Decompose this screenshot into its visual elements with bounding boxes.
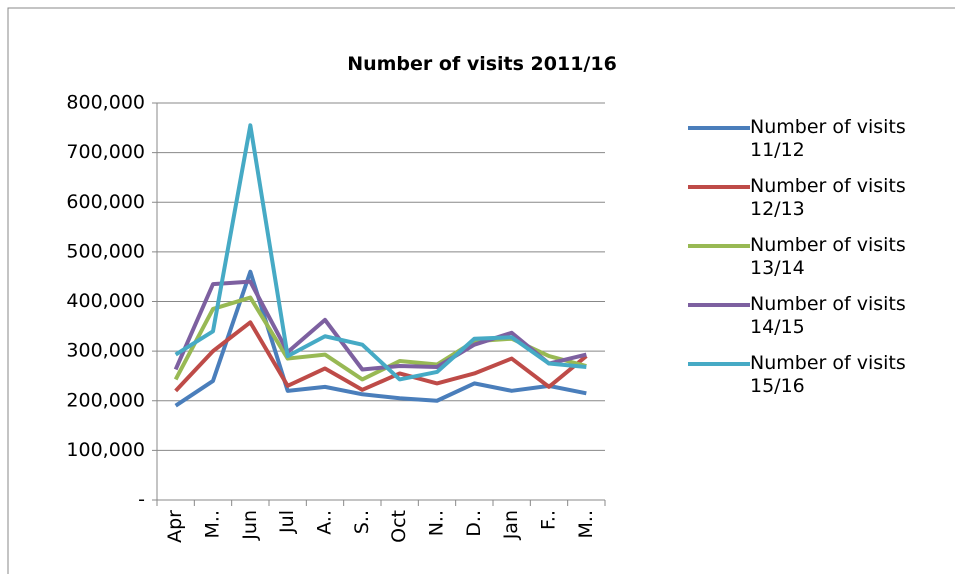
legend-entry: Number of visits 13/14: [688, 234, 948, 293]
legend-swatch: [688, 362, 750, 366]
x-tick-label: Jun: [239, 510, 261, 541]
legend-label: Number of visits 15/16: [750, 352, 906, 397]
y-tick-label: 600,000: [66, 191, 145, 213]
x-tick-label: F..: [538, 510, 560, 530]
y-tick-label: 200,000: [66, 389, 145, 411]
legend-swatch: [688, 126, 750, 130]
x-tick-label: M..: [575, 510, 597, 538]
series-line: [174, 320, 588, 393]
x-tick-label: Jan: [500, 510, 522, 540]
legend-label: Number of visits 13/14: [750, 234, 906, 279]
x-tick-label: Jul: [276, 510, 298, 534]
series-line: [174, 269, 587, 408]
legend-label: Number of visits 12/13: [750, 175, 906, 220]
y-tick-label: 700,000: [66, 141, 145, 163]
legend-label: Number of visits 11/12: [750, 116, 906, 161]
y-tick-label: 300,000: [66, 340, 145, 362]
legend-entry: Number of visits 14/15: [688, 293, 948, 352]
x-tick-label: A..: [314, 510, 336, 535]
x-tick-label: Oct: [388, 510, 410, 543]
x-tick-label: Apr: [164, 510, 186, 543]
x-tick-label: M..: [202, 510, 224, 538]
series-line: [174, 123, 587, 382]
legend-entry: Number of visits 11/12: [688, 116, 948, 175]
x-tick-label: D..: [463, 510, 485, 537]
y-tick-label: 800,000: [66, 92, 145, 114]
series-line: [173, 279, 587, 372]
x-tick-label: S..: [351, 510, 373, 534]
chart-border: [7, 7, 955, 574]
y-tick-label: 100,000: [66, 439, 145, 461]
legend-label: Number of visits 14/15: [750, 293, 906, 338]
legend: Number of visits 11/12 Number of visits 1…: [688, 116, 948, 411]
y-tick-label: 500,000: [66, 240, 145, 262]
y-tick-label: -: [138, 489, 145, 511]
legend-entry: Number of visits 12/13: [688, 175, 948, 234]
y-tick-label: 400,000: [66, 290, 145, 312]
x-tick-label: N..: [426, 510, 448, 536]
legend-entry: Number of visits 15/16: [688, 352, 948, 411]
legend-swatch: [688, 303, 750, 307]
chart-title: Number of visits 2011/16: [347, 53, 617, 75]
legend-swatch: [688, 185, 750, 189]
legend-swatch: [688, 244, 750, 248]
